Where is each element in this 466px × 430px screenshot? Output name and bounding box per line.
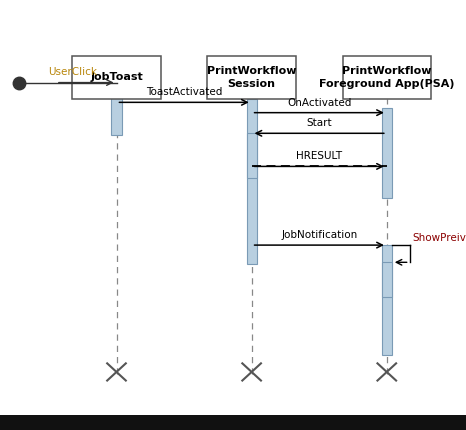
- Bar: [207, 56, 296, 99]
- Bar: [247, 99, 257, 264]
- Bar: [343, 56, 431, 99]
- Text: JobNotification: JobNotification: [281, 230, 357, 240]
- Bar: [382, 262, 392, 297]
- Bar: [72, 56, 161, 99]
- Bar: [111, 84, 122, 135]
- Bar: [0, 415, 466, 430]
- Text: PrintWorkflow
Foreground App(PSA): PrintWorkflow Foreground App(PSA): [319, 66, 454, 89]
- Text: PrintWorkflow
Session: PrintWorkflow Session: [207, 66, 296, 89]
- Text: ShowPreivew: ShowPreivew: [412, 233, 466, 243]
- Bar: [247, 133, 257, 178]
- Text: UserClick: UserClick: [48, 68, 97, 77]
- Text: OnActivated: OnActivated: [287, 98, 351, 108]
- Text: ToastActivated: ToastActivated: [146, 87, 222, 97]
- Text: Start: Start: [307, 118, 332, 128]
- Bar: [382, 245, 392, 355]
- Text: HRESULT: HRESULT: [296, 151, 342, 161]
- Bar: [382, 108, 392, 198]
- Text: JobToast: JobToast: [90, 72, 143, 83]
